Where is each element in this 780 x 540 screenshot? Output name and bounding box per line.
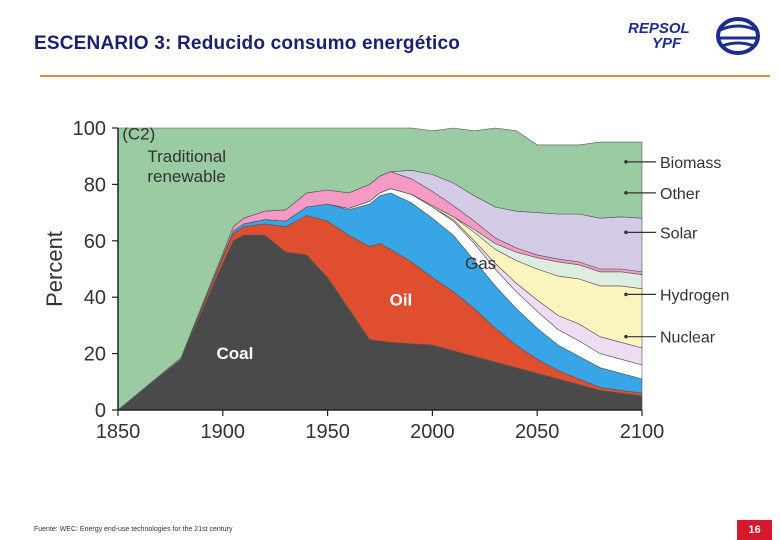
annotation-traditional-renewable: Traditional renewable (147, 147, 226, 186)
legend-label-nuclear: Nuclear (660, 330, 716, 347)
y-tick-label: 0 (95, 400, 106, 422)
source-note: Fuente: WEC: Energy end-use technologies… (34, 526, 233, 533)
annotation-line: renewable (147, 167, 225, 186)
x-tick-label: 1900 (201, 421, 246, 443)
x-tick-label: 2050 (515, 421, 560, 443)
annotation-line: Traditional (147, 147, 226, 166)
y-tick-label: 100 (73, 118, 106, 140)
title-underline (40, 75, 770, 77)
page-number-badge: 16 (737, 520, 772, 540)
x-tick-label: 2000 (410, 421, 455, 443)
page-title: ESCENARIO 3: Reducido consumo energético (34, 33, 461, 54)
repsol-ypf-logo: REPSOL YPF (628, 17, 773, 58)
y-tick-label: 40 (84, 287, 106, 309)
logo-text-line2: YPF (652, 35, 682, 52)
annotation-coal: Coal (217, 344, 254, 363)
y-tick-label: 20 (84, 344, 106, 366)
annotation-oil: Oil (390, 291, 413, 310)
logo-text-line1: REPSOL (628, 20, 690, 37)
legend-dot (624, 191, 628, 195)
annotation-gas: Gas (465, 254, 496, 273)
annotation-line: Coal (217, 344, 254, 363)
x-tick-label: 1950 (305, 421, 350, 443)
legend-label-hydrogen: Hydrogen (660, 287, 729, 304)
y-tick-label: 60 (84, 231, 106, 253)
legend-label-other: Other (660, 186, 701, 203)
legend-label-solar: Solar (660, 225, 698, 242)
annotation-line: Gas (465, 254, 496, 273)
legend-dot (624, 230, 628, 235)
scenario-label: (C2) (122, 124, 155, 143)
y-axis-label: Percent (42, 231, 67, 307)
x-tick-label: 1850 (96, 421, 141, 443)
legend-label-biomass: Biomass (660, 155, 721, 172)
legend-dot (624, 160, 628, 164)
y-tick-label: 80 (84, 174, 106, 196)
legend-dot (624, 334, 628, 339)
annotation-line: Oil (390, 291, 413, 310)
x-tick-label: 2100 (620, 421, 665, 443)
legend-dot (624, 292, 628, 297)
logo-globe-icon (716, 17, 760, 55)
area-traditional-renewable (117, 127, 643, 411)
energy-share-chart: 0 20 40 60 80 100 1850 1900 1950 2000 2050 2100 Perc… (42, 118, 729, 443)
